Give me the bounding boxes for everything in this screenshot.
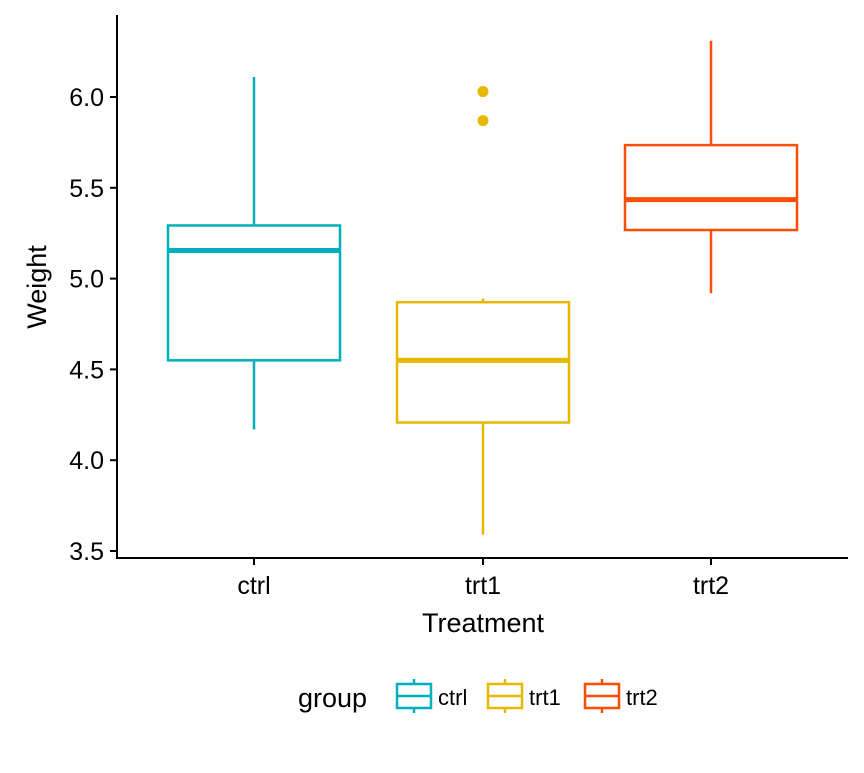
box-ctrl xyxy=(166,224,342,362)
legend-label: trt1 xyxy=(529,685,561,710)
outlier-point xyxy=(477,115,489,127)
outlier-point xyxy=(477,86,489,98)
y-tick-label: 6.0 xyxy=(69,84,104,112)
x-tick-label: trt1 xyxy=(465,572,501,600)
y-tick-label: 4.5 xyxy=(69,356,104,384)
y-axis-label: Weight xyxy=(22,245,52,329)
y-tick-label: 4.0 xyxy=(69,447,104,475)
box-trt2 xyxy=(623,143,799,232)
legend-label: ctrl xyxy=(438,685,467,710)
x-tick-label: trt2 xyxy=(693,572,729,600)
legend-label: trt2 xyxy=(626,685,658,710)
y-tick-label: 3.5 xyxy=(69,538,104,566)
y-tick-label: 5.0 xyxy=(69,266,104,294)
x-tick-label: ctrl xyxy=(237,572,270,600)
legend: group ctrl trt1 trt2 xyxy=(298,679,658,713)
legend-title: group xyxy=(298,683,367,713)
y-tick-label: 5.5 xyxy=(69,175,104,203)
x-axis-label: Treatment xyxy=(422,608,545,638)
